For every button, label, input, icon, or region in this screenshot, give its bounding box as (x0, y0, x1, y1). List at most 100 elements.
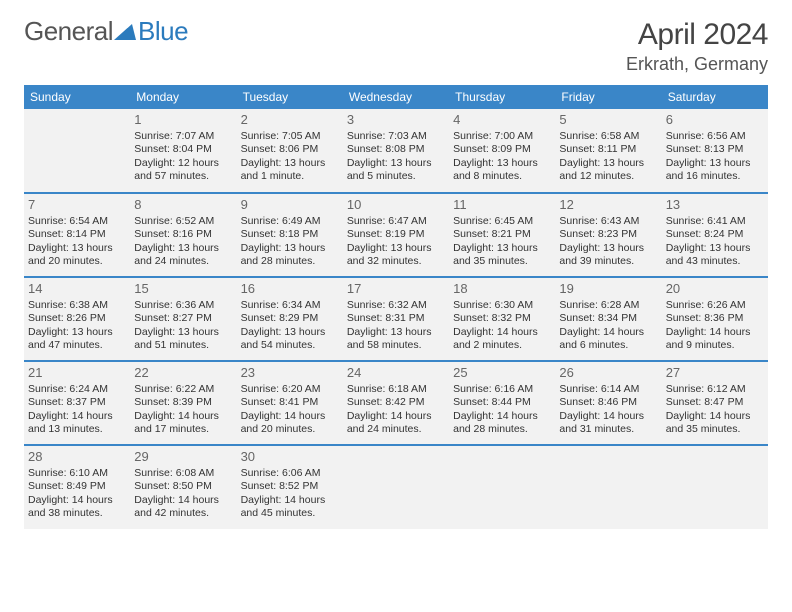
day-number: 2 (241, 112, 339, 128)
day-number: 8 (134, 197, 232, 213)
sunset-line: Sunset: 8:08 PM (347, 143, 445, 156)
daylight-line: Daylight: 14 hours and 28 minutes. (453, 410, 551, 436)
calendar-row: 7Sunrise: 6:54 AMSunset: 8:14 PMDaylight… (24, 193, 768, 277)
day-number: 12 (559, 197, 657, 213)
daylight-line: Daylight: 14 hours and 42 minutes. (134, 494, 232, 520)
header: General Blue April 2024 Erkrath, Germany (24, 18, 768, 79)
sunset-line: Sunset: 8:14 PM (28, 228, 126, 241)
calendar-cell-empty (555, 445, 661, 529)
calendar-cell: 20Sunrise: 6:26 AMSunset: 8:36 PMDayligh… (662, 277, 768, 361)
day-number: 14 (28, 281, 126, 297)
daylight-line: Daylight: 13 hours and 28 minutes. (241, 242, 339, 268)
calendar-cell: 6Sunrise: 6:56 AMSunset: 8:13 PMDaylight… (662, 109, 768, 193)
sunset-line: Sunset: 8:21 PM (453, 228, 551, 241)
calendar-cell: 25Sunrise: 6:16 AMSunset: 8:44 PMDayligh… (449, 361, 555, 445)
sunrise-line: Sunrise: 6:43 AM (559, 215, 657, 228)
daylight-line: Daylight: 14 hours and 6 minutes. (559, 326, 657, 352)
calendar-cell-empty (449, 445, 555, 529)
sunset-line: Sunset: 8:09 PM (453, 143, 551, 156)
day-number: 22 (134, 365, 232, 381)
sunrise-line: Sunrise: 6:26 AM (666, 299, 764, 312)
calendar-cell: 18Sunrise: 6:30 AMSunset: 8:32 PMDayligh… (449, 277, 555, 361)
day-number: 29 (134, 449, 232, 465)
daylight-line: Daylight: 14 hours and 20 minutes. (241, 410, 339, 436)
day-number: 19 (559, 281, 657, 297)
calendar-cell: 27Sunrise: 6:12 AMSunset: 8:47 PMDayligh… (662, 361, 768, 445)
sunrise-line: Sunrise: 6:22 AM (134, 383, 232, 396)
sunrise-line: Sunrise: 6:06 AM (241, 467, 339, 480)
sunset-line: Sunset: 8:46 PM (559, 396, 657, 409)
sunset-line: Sunset: 8:23 PM (559, 228, 657, 241)
calendar-cell: 10Sunrise: 6:47 AMSunset: 8:19 PMDayligh… (343, 193, 449, 277)
sunset-line: Sunset: 8:29 PM (241, 312, 339, 325)
sunrise-line: Sunrise: 6:54 AM (28, 215, 126, 228)
day-number: 17 (347, 281, 445, 297)
sunset-line: Sunset: 8:41 PM (241, 396, 339, 409)
calendar-cell: 13Sunrise: 6:41 AMSunset: 8:24 PMDayligh… (662, 193, 768, 277)
sunrise-line: Sunrise: 6:30 AM (453, 299, 551, 312)
sunrise-line: Sunrise: 6:24 AM (28, 383, 126, 396)
calendar-head: SundayMondayTuesdayWednesdayThursdayFrid… (24, 85, 768, 109)
sunrise-line: Sunrise: 6:32 AM (347, 299, 445, 312)
sunset-line: Sunset: 8:26 PM (28, 312, 126, 325)
day-number: 6 (666, 112, 764, 128)
day-header: Thursday (449, 85, 555, 109)
calendar-cell-empty (24, 109, 130, 193)
sunrise-line: Sunrise: 6:49 AM (241, 215, 339, 228)
daylight-line: Daylight: 13 hours and 51 minutes. (134, 326, 232, 352)
daylight-line: Daylight: 13 hours and 47 minutes. (28, 326, 126, 352)
sunrise-line: Sunrise: 7:00 AM (453, 130, 551, 143)
calendar-cell-empty (662, 445, 768, 529)
daylight-line: Daylight: 13 hours and 24 minutes. (134, 242, 232, 268)
calendar-cell: 15Sunrise: 6:36 AMSunset: 8:27 PMDayligh… (130, 277, 236, 361)
day-number: 10 (347, 197, 445, 213)
sunrise-line: Sunrise: 7:03 AM (347, 130, 445, 143)
calendar-cell: 23Sunrise: 6:20 AMSunset: 8:41 PMDayligh… (237, 361, 343, 445)
calendar-row: 21Sunrise: 6:24 AMSunset: 8:37 PMDayligh… (24, 361, 768, 445)
calendar-body: 1Sunrise: 7:07 AMSunset: 8:04 PMDaylight… (24, 109, 768, 529)
sunrise-line: Sunrise: 6:08 AM (134, 467, 232, 480)
day-header: Monday (130, 85, 236, 109)
daylight-line: Daylight: 14 hours and 13 minutes. (28, 410, 126, 436)
logo-text-1: General (24, 18, 113, 44)
calendar-cell-empty (343, 445, 449, 529)
sunrise-line: Sunrise: 6:16 AM (453, 383, 551, 396)
sunset-line: Sunset: 8:36 PM (666, 312, 764, 325)
sunset-line: Sunset: 8:18 PM (241, 228, 339, 241)
sunrise-line: Sunrise: 7:07 AM (134, 130, 232, 143)
daylight-line: Daylight: 13 hours and 16 minutes. (666, 157, 764, 183)
calendar-cell: 1Sunrise: 7:07 AMSunset: 8:04 PMDaylight… (130, 109, 236, 193)
sunrise-line: Sunrise: 6:52 AM (134, 215, 232, 228)
day-number: 27 (666, 365, 764, 381)
day-number: 18 (453, 281, 551, 297)
daylight-line: Daylight: 13 hours and 20 minutes. (28, 242, 126, 268)
daylight-line: Daylight: 14 hours and 45 minutes. (241, 494, 339, 520)
sunset-line: Sunset: 8:34 PM (559, 312, 657, 325)
day-number: 3 (347, 112, 445, 128)
day-number: 23 (241, 365, 339, 381)
sunrise-line: Sunrise: 6:10 AM (28, 467, 126, 480)
daylight-line: Daylight: 13 hours and 35 minutes. (453, 242, 551, 268)
title-block: April 2024 Erkrath, Germany (626, 18, 768, 79)
calendar-cell: 2Sunrise: 7:05 AMSunset: 8:06 PMDaylight… (237, 109, 343, 193)
calendar-cell: 9Sunrise: 6:49 AMSunset: 8:18 PMDaylight… (237, 193, 343, 277)
sunset-line: Sunset: 8:39 PM (134, 396, 232, 409)
logo-text-2: Blue (138, 18, 188, 44)
sunset-line: Sunset: 8:19 PM (347, 228, 445, 241)
sunrise-line: Sunrise: 7:05 AM (241, 130, 339, 143)
day-header: Saturday (662, 85, 768, 109)
calendar-cell: 17Sunrise: 6:32 AMSunset: 8:31 PMDayligh… (343, 277, 449, 361)
daylight-line: Daylight: 14 hours and 2 minutes. (453, 326, 551, 352)
daylight-line: Daylight: 13 hours and 32 minutes. (347, 242, 445, 268)
sunrise-line: Sunrise: 6:12 AM (666, 383, 764, 396)
day-header: Tuesday (237, 85, 343, 109)
calendar-row: 14Sunrise: 6:38 AMSunset: 8:26 PMDayligh… (24, 277, 768, 361)
day-number: 28 (28, 449, 126, 465)
sunrise-line: Sunrise: 6:38 AM (28, 299, 126, 312)
sunset-line: Sunset: 8:16 PM (134, 228, 232, 241)
daylight-line: Daylight: 13 hours and 58 minutes. (347, 326, 445, 352)
sunrise-line: Sunrise: 6:45 AM (453, 215, 551, 228)
daylight-line: Daylight: 14 hours and 38 minutes. (28, 494, 126, 520)
day-number: 4 (453, 112, 551, 128)
calendar-page: General Blue April 2024 Erkrath, Germany… (0, 0, 792, 612)
